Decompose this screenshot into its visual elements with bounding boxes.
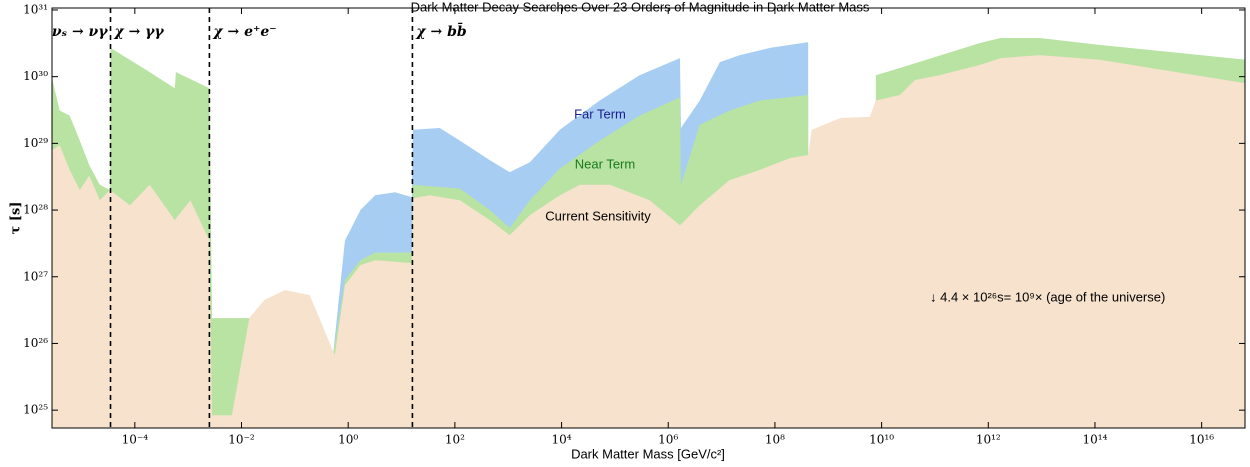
decay-label: χ → e⁺e⁻ (212, 24, 276, 40)
decay-label: χ → bb̄ (415, 21, 466, 40)
x-axis-label: Dark Matter Mass [GeV/c²] (571, 446, 725, 461)
x-tick-label: 10¹² (976, 433, 1001, 447)
series-label: Near Term (575, 156, 635, 171)
series-label: Current Sensitivity (545, 208, 651, 223)
area (52, 55, 1245, 428)
chart-title: Dark Matter Decay Searches Over 23 Order… (411, 0, 870, 14)
y-tick-label: 10³¹ (23, 2, 48, 16)
plot-frame (51, 7, 1246, 429)
x-tick-label: 10¹⁰ (869, 433, 894, 447)
x-tick-label: 10⁻⁴ (122, 433, 149, 447)
x-tick-label: 10⁸ (765, 433, 785, 447)
y-tick-label: 10³⁰ (23, 69, 48, 83)
x-tick-label: 10⁶ (658, 433, 678, 447)
y-tick-label: 10²⁵ (23, 403, 48, 417)
series-label: Far Term (574, 106, 626, 121)
annotation: ↓ 4.4 × 10²⁶s= 10⁹× (age of the universe… (930, 289, 1165, 304)
x-tick-label: 10¹⁶ (1189, 433, 1214, 447)
decay-label: νₛ → νγ (52, 24, 108, 40)
x-tick-label: 10⁴ (552, 433, 572, 447)
y-tick-label: 10²⁸ (23, 203, 48, 217)
decay-label: χ → γγ (114, 24, 165, 40)
x-tick-label: 10⁰ (338, 433, 358, 447)
x-tick-label: 10¹⁴ (1083, 433, 1108, 447)
x-tick-label: 10⁻² (228, 433, 255, 447)
y-axis-label: τ [s] (9, 202, 24, 235)
y-tick-label: 10²⁶ (23, 336, 48, 350)
y-tick-label: 10²⁷ (23, 269, 48, 283)
y-tick-label: 10²⁹ (23, 136, 48, 150)
x-tick-label: 10² (445, 433, 465, 447)
